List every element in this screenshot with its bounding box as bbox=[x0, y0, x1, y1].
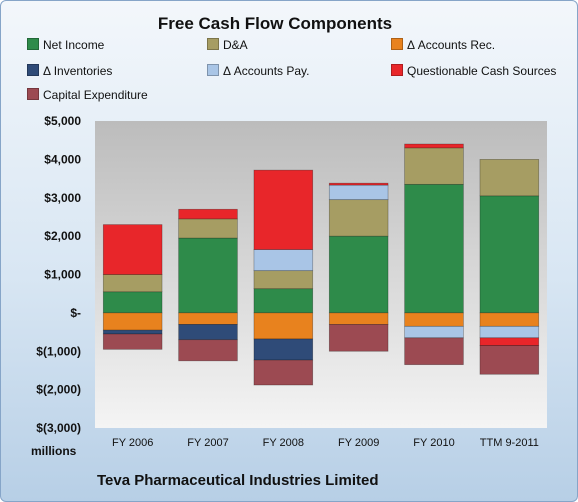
bar-segment bbox=[102, 312, 163, 331]
legend-item: Capital Expenditure bbox=[27, 88, 148, 102]
bar-segment bbox=[328, 312, 389, 325]
y-tick-label: $1,000 bbox=[44, 268, 81, 282]
legend-item: Δ Inventories bbox=[27, 64, 112, 78]
legend-label: D&A bbox=[223, 38, 248, 52]
bar-segment bbox=[253, 270, 314, 290]
company-name: Teva Pharmaceutical Industries Limited bbox=[97, 472, 379, 489]
bar-segment bbox=[328, 235, 389, 314]
y-tick-label: $5,000 bbox=[44, 114, 81, 128]
legend-label: Δ Inventories bbox=[43, 64, 113, 78]
legend-label: Δ Accounts Rec. bbox=[407, 38, 496, 52]
bar-segment bbox=[253, 288, 314, 314]
legend-label: Net Income bbox=[43, 38, 105, 52]
bar-segment bbox=[253, 359, 314, 386]
legend-swatch bbox=[27, 64, 39, 76]
legend-swatch bbox=[207, 38, 219, 50]
bar-segment bbox=[178, 218, 238, 239]
y-tick-label: $(3,000) bbox=[36, 421, 81, 435]
legend-swatch bbox=[27, 38, 39, 50]
bar-segment bbox=[328, 184, 389, 201]
bar-segment bbox=[178, 324, 238, 341]
y-tick-label: $(2,000) bbox=[36, 383, 81, 397]
legend-swatch bbox=[27, 88, 39, 100]
y-axis-units-label: millions bbox=[31, 444, 77, 458]
x-tick-label: FY 2009 bbox=[338, 437, 379, 449]
bar-segment bbox=[404, 312, 464, 327]
x-tick-label: FY 2007 bbox=[187, 437, 228, 449]
bar-segment bbox=[328, 182, 389, 186]
legend-swatch bbox=[391, 38, 403, 50]
y-tick-label: $(1,000) bbox=[36, 344, 81, 358]
y-tick-label: $4,000 bbox=[44, 152, 81, 166]
x-tick-label: FY 2008 bbox=[263, 437, 304, 449]
plot-background bbox=[95, 121, 547, 428]
legend-item: Δ Accounts Pay. bbox=[207, 64, 310, 78]
bar-segment bbox=[178, 312, 238, 325]
bar-segment bbox=[253, 338, 314, 361]
bar-segment bbox=[479, 325, 540, 339]
bar-segment bbox=[404, 337, 464, 366]
bar-segment bbox=[178, 237, 238, 314]
legend-swatch bbox=[207, 64, 219, 76]
bar-segment bbox=[102, 274, 163, 293]
bar-segment bbox=[102, 224, 163, 275]
bar-segment bbox=[404, 183, 464, 314]
x-tick-label: FY 2010 bbox=[413, 437, 454, 449]
bar-segment bbox=[253, 312, 314, 340]
bar-segment bbox=[178, 339, 238, 362]
legend-swatch bbox=[391, 64, 403, 76]
x-tick-label: FY 2006 bbox=[112, 437, 153, 449]
bar-segment bbox=[479, 345, 540, 375]
bar-segment bbox=[479, 337, 540, 346]
bar-segment bbox=[328, 324, 389, 352]
chart-title: Free Cash Flow Components bbox=[157, 14, 393, 33]
bar-segment bbox=[102, 329, 163, 335]
bar-segment bbox=[404, 143, 464, 149]
y-tick-label: $- bbox=[70, 306, 81, 320]
bar-segment bbox=[404, 147, 464, 185]
legend-item: Net Income bbox=[27, 38, 104, 52]
bar-segment bbox=[479, 159, 540, 197]
legend-label: Δ Accounts Pay. bbox=[223, 64, 310, 78]
legend-item: Questionable Cash Sources bbox=[391, 64, 556, 78]
bar-segment bbox=[404, 325, 464, 339]
legend-label: Capital Expenditure bbox=[43, 88, 148, 102]
y-tick-label: $3,000 bbox=[44, 191, 81, 205]
bar-segment bbox=[253, 169, 314, 250]
legend-item: Δ Accounts Rec. bbox=[391, 38, 495, 52]
bar-segment bbox=[479, 312, 540, 327]
bar-segment bbox=[479, 195, 540, 314]
legend-item: D&A bbox=[207, 38, 248, 52]
legend-label: Questionable Cash Sources bbox=[407, 64, 557, 78]
bar-segment bbox=[102, 333, 163, 350]
x-tick-label: TTM 9-2011 bbox=[480, 437, 539, 449]
bar-segment bbox=[253, 249, 314, 272]
bar-segment bbox=[178, 208, 238, 220]
y-tick-label: $2,000 bbox=[44, 229, 81, 243]
bar-segment bbox=[102, 291, 163, 314]
bar-segment bbox=[328, 199, 389, 237]
